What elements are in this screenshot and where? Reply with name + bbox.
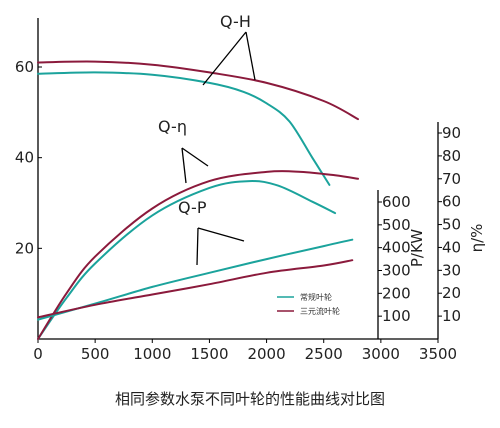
left-tick-label: 60 [15, 58, 34, 76]
power-tick-label: 600 [382, 193, 411, 211]
qh-leader-line [202, 31, 247, 86]
efficiency-tick-label: 60 [442, 193, 461, 211]
power-tick-label: 500 [382, 216, 411, 234]
curve-callouts: Q-H Q-η Q-P [158, 12, 256, 266]
axes: 0 500 1000 1500 2000 2500 3000 3500 20 40 60 100 200… [15, 18, 486, 363]
qp-label: Q-P [178, 198, 207, 217]
efficiency-tick-label: 30 [442, 261, 461, 279]
qeta-leader-line [181, 147, 209, 167]
chart-caption: 相同参数水泵不同叶轮的性能曲线对比图 [114, 390, 385, 408]
power-tick-label: 200 [382, 284, 411, 302]
legend-label: 三元流叶轮 [300, 306, 340, 316]
efficiency-tick-label: 90 [442, 124, 461, 142]
efficiency-tick-label: 50 [442, 216, 461, 234]
x-tick-label: 1000 [133, 345, 171, 363]
efficiency-axis-label: η/% [468, 224, 486, 253]
qeta-label: Q-η [158, 117, 187, 136]
x-tick-label: 2000 [247, 345, 285, 363]
x-tick-label: 3500 [419, 345, 457, 363]
efficiency-tick-label: 20 [442, 284, 461, 302]
qh-label: Q-H [220, 12, 251, 31]
power-axis-label: P/KW [408, 229, 426, 267]
qeta-curve-ternary [37, 170, 359, 340]
power-tick-label: 100 [382, 307, 411, 325]
curves [37, 60, 359, 340]
qp-curve-ternary [37, 259, 354, 319]
left-tick-label: 40 [15, 149, 34, 167]
efficiency-tick-label: 10 [442, 307, 461, 325]
qp-curve-standard [37, 238, 354, 321]
left-tick-label: 20 [15, 239, 34, 257]
qeta-curve-standard [37, 180, 337, 340]
x-tick-label: 1500 [190, 345, 228, 363]
x-tick-label: 3000 [362, 345, 400, 363]
power-tick-label: 400 [382, 239, 411, 257]
x-tick-label: 2500 [305, 345, 343, 363]
qp-leader-line [197, 227, 245, 242]
x-tick-label: 0 [33, 345, 43, 363]
qh-curve-ternary [37, 60, 359, 121]
legend-label: 常规叶轮 [300, 292, 332, 302]
power-tick-label: 300 [382, 262, 411, 280]
qp-leader-line [196, 227, 199, 266]
efficiency-tick-label: 80 [442, 147, 461, 165]
qeta-leader-line [181, 147, 187, 184]
efficiency-tick-label: 40 [442, 238, 461, 256]
qh-curve-standard [37, 71, 331, 186]
x-tick-label: 500 [81, 345, 110, 363]
qh-leader-line [245, 31, 256, 81]
efficiency-tick-label: 70 [442, 170, 461, 188]
